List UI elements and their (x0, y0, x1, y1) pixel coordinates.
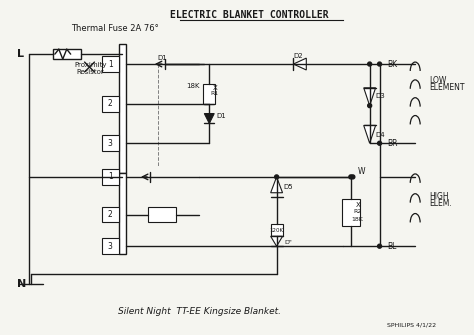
Text: 2: 2 (108, 210, 113, 219)
Polygon shape (271, 177, 283, 193)
Bar (102, 135, 119, 151)
Text: LOW: LOW (429, 76, 447, 85)
Text: N: N (17, 279, 27, 289)
Bar (148, 207, 176, 222)
Text: D": D" (284, 240, 292, 245)
Text: D5: D5 (283, 184, 293, 190)
Circle shape (349, 175, 353, 179)
Text: BR: BR (387, 139, 398, 148)
Text: ELEMENT: ELEMENT (429, 83, 465, 92)
Text: 1: 1 (108, 173, 113, 182)
Circle shape (378, 244, 382, 248)
Polygon shape (293, 58, 306, 70)
Bar (102, 238, 119, 254)
Text: HIGH: HIGH (429, 192, 449, 201)
Bar (102, 207, 119, 222)
Text: 3: 3 (108, 242, 113, 251)
Text: BK: BK (387, 60, 398, 69)
Text: R2: R2 (354, 209, 362, 214)
Polygon shape (271, 236, 283, 246)
Bar (119, 173, 126, 254)
Text: Thermal Fuse 2A 76°: Thermal Fuse 2A 76° (71, 24, 158, 33)
Circle shape (368, 104, 372, 108)
Bar (203, 84, 215, 104)
Text: X: X (213, 85, 218, 91)
Text: D3: D3 (376, 93, 385, 99)
Text: X: X (356, 202, 360, 208)
Polygon shape (364, 88, 375, 106)
Bar (271, 224, 283, 236)
Text: 18K: 18K (186, 83, 200, 89)
Text: BL: BL (387, 242, 397, 251)
Text: Silent Night  TT-EE Kingsize Blanket.: Silent Night TT-EE Kingsize Blanket. (118, 307, 281, 316)
Text: L: L (17, 49, 24, 59)
Circle shape (378, 62, 382, 66)
Bar (102, 169, 119, 185)
Text: D2: D2 (293, 53, 303, 59)
Bar (53, 49, 81, 59)
Text: 18K: 18K (352, 217, 364, 222)
Text: W: W (358, 168, 365, 177)
Bar (342, 199, 360, 226)
Polygon shape (204, 114, 214, 123)
Circle shape (368, 62, 372, 66)
Circle shape (378, 141, 382, 145)
Text: SPHILIPS 4/1/22: SPHILIPS 4/1/22 (387, 323, 437, 328)
Text: D1: D1 (157, 55, 167, 61)
Bar (102, 56, 119, 72)
Text: ELECTRIC BLANKET CONTROLLER: ELECTRIC BLANKET CONTROLLER (170, 10, 328, 19)
Bar (119, 44, 126, 173)
Circle shape (274, 175, 279, 179)
Text: D1: D1 (216, 113, 226, 119)
Text: 3: 3 (108, 139, 113, 148)
Text: 1: 1 (108, 60, 113, 69)
Text: R1: R1 (210, 91, 219, 96)
Text: Proximity
Resistor: Proximity Resistor (74, 62, 107, 74)
Circle shape (351, 175, 355, 179)
Text: 120K: 120K (270, 228, 283, 233)
Bar (102, 96, 119, 112)
Text: ELEM.: ELEM. (429, 199, 452, 208)
Text: D4: D4 (376, 132, 385, 138)
Polygon shape (364, 125, 375, 143)
Text: 2: 2 (108, 99, 113, 108)
